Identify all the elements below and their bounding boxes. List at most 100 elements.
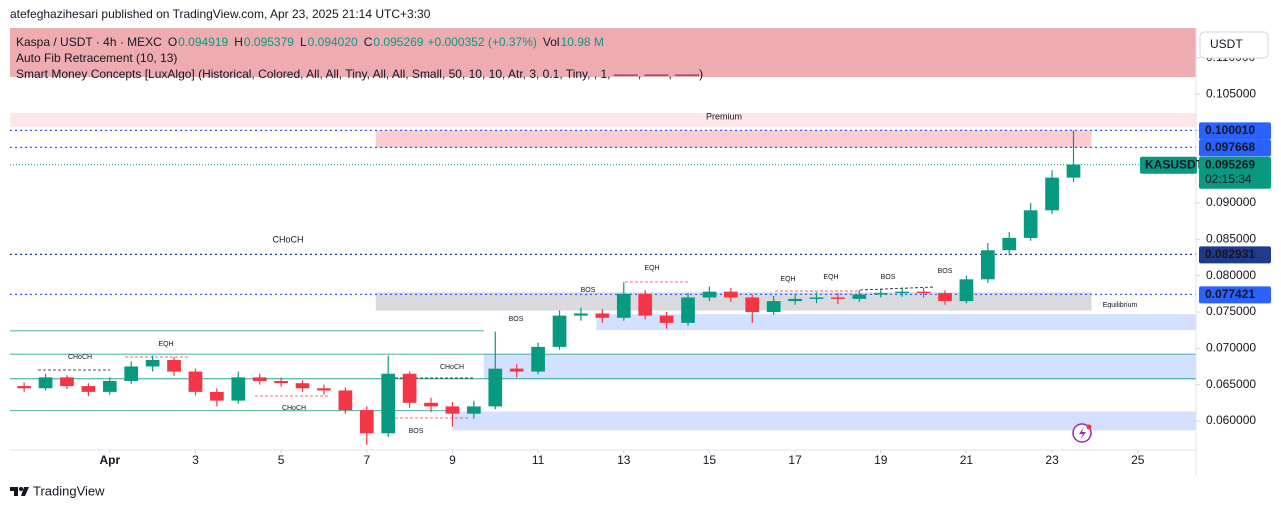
zone (453, 411, 1196, 431)
annotation: CHoCH (440, 364, 464, 371)
x-tick-label: 9 (449, 453, 456, 467)
y-tick-label: 0.080000 (1206, 268, 1256, 282)
candle-body (145, 359, 160, 367)
candle-body (766, 301, 781, 312)
x-tick-label: 15 (703, 453, 717, 467)
y-tick-label: 0.075000 (1206, 304, 1256, 318)
legend-item: H (234, 35, 243, 49)
annotation: Premium (706, 111, 742, 121)
candle-body (188, 371, 203, 392)
zone (10, 112, 1196, 127)
candle-body (852, 294, 867, 299)
y-tick-label: 0.070000 (1206, 340, 1256, 354)
candle-body (102, 380, 117, 392)
axes: 0.060000 0.065000 0.070000 0.075000 0.080000… (99, 50, 1271, 467)
candle-body (38, 377, 53, 389)
candle-body (1023, 210, 1038, 238)
price-label-box (1199, 246, 1271, 264)
legend-item: 0.094020 (308, 35, 358, 49)
legend-item: +0.000352 (+0.37%) (427, 35, 536, 49)
annotation: Equilibrium (1103, 302, 1138, 309)
annotation: BOS (409, 428, 424, 435)
indicator-legend: Smart Money Concepts [LuxAlgo] (Historic… (16, 67, 703, 81)
price-label-box (1199, 286, 1271, 304)
x-tick-label: 19 (874, 453, 888, 467)
annotation: EQH (823, 274, 838, 281)
candle-body (1045, 177, 1059, 211)
price-label-box (1199, 139, 1271, 157)
candle-body (359, 410, 374, 434)
candle-body (17, 386, 31, 389)
y-tick-label: 0.065000 (1206, 377, 1256, 391)
candle-body (381, 373, 396, 434)
tradingview-logo (10, 487, 29, 496)
candle-body (723, 291, 738, 298)
x-tick-label: Apr (99, 453, 120, 467)
candle-body (788, 298, 802, 302)
x-tick-label: 13 (617, 453, 631, 467)
candle-body (702, 291, 717, 298)
x-tick-label: 23 (1045, 453, 1059, 467)
candle-body (295, 383, 310, 389)
candle-body (809, 297, 824, 299)
x-tick-label: 25 (1131, 453, 1145, 467)
candle-body (831, 297, 845, 299)
candle-body (124, 366, 139, 381)
candle-body (445, 406, 460, 414)
candle-body (467, 406, 481, 414)
zone (375, 292, 1092, 311)
candle-body (938, 293, 952, 302)
candle-body (402, 373, 417, 403)
candle-body (959, 279, 974, 302)
candle-body (745, 297, 760, 312)
publisher: atefeghazihesari published on TradingVie… (10, 7, 431, 21)
legend-item: 0.095379 (244, 35, 294, 49)
annotation: EQH (780, 276, 795, 283)
candle-body (488, 368, 503, 407)
x-tick-label: 5 (278, 453, 285, 467)
x-tick-label: 11 (532, 453, 545, 467)
candle-body (167, 359, 181, 372)
x-tick-label: 3 (192, 453, 199, 467)
annotation: CHoCH (68, 354, 92, 361)
candle-body (252, 377, 267, 381)
price-label: 0.100010 (1205, 123, 1255, 137)
candle-body (424, 402, 438, 407)
candle-body (210, 391, 224, 401)
legend-item: Vol (543, 35, 560, 49)
legend-item: 0.094919 (178, 35, 228, 49)
brand: TradingView (33, 483, 105, 498)
symbol-label: KASUSDT (1145, 157, 1204, 171)
symbol-box (1140, 156, 1197, 174)
candle-body (317, 388, 331, 391)
legend-item: 10.98 M (561, 35, 604, 49)
annotation: BOS (938, 268, 953, 275)
candle-body (873, 293, 888, 295)
candle-body (1002, 237, 1017, 251)
countdown: 02:15:34 (1205, 172, 1252, 186)
candle-body (681, 297, 695, 323)
indicator-legend: Auto Fib Retracement (10, 13) (16, 51, 177, 65)
annotation: BOS (509, 316, 524, 323)
candle-body (1066, 164, 1081, 178)
legend-main: Kaspa / USDT · 4h · MEXC O0.094919 H0.0953… (16, 35, 604, 49)
candle-body (616, 293, 631, 318)
last-price-label: 0.095269 (1205, 157, 1255, 171)
x-tick-label: 21 (960, 453, 974, 467)
candle-body (659, 315, 674, 323)
candle-body (274, 380, 288, 384)
annotation: CHoCH (282, 405, 306, 412)
y-tick-label: 0.060000 (1206, 413, 1256, 427)
candle-body (895, 291, 910, 294)
y-tick-label: 0.105000 (1206, 86, 1256, 100)
annotation: BOS (581, 287, 596, 294)
price-label: 0.077421 (1205, 287, 1255, 301)
last-price-box (1199, 156, 1271, 189)
zone (375, 130, 1092, 148)
annotation: EQH (644, 265, 659, 272)
currency: USDT (1210, 37, 1243, 51)
currency-button[interactable] (1199, 31, 1269, 59)
legend-item: L (300, 35, 307, 49)
candle-body (595, 313, 610, 318)
